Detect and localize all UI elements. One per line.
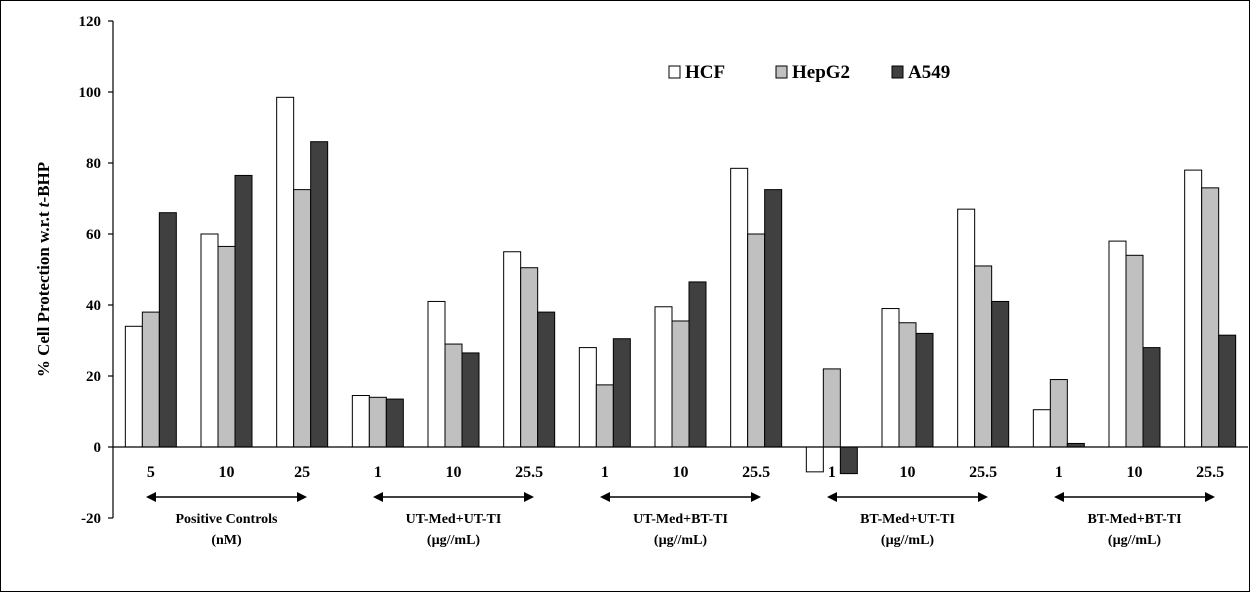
bar-hepg2-13 <box>1125 254 1144 448</box>
x-tick-label: 1 <box>1055 464 1063 481</box>
y-tick-label: 100 <box>79 85 102 101</box>
bar-hcf-5 <box>503 251 522 448</box>
bar-hepg2-14 <box>1201 187 1220 448</box>
x-tick-label: 10 <box>900 464 916 481</box>
legend-swatch-hepg2 <box>775 65 788 79</box>
group-label: BT-Med+BT-TI <box>1087 512 1181 527</box>
legend-label-hcf: HCF <box>685 62 725 83</box>
bar-hepg2-11 <box>974 265 993 448</box>
bar-a549-8 <box>764 189 783 448</box>
bar-hcf-3 <box>351 395 370 448</box>
group-unit: (µg//mL) <box>427 533 481 548</box>
bar-hepg2-12 <box>1049 379 1068 448</box>
x-tick-label: 25 <box>294 464 310 481</box>
bar-a549-5 <box>537 311 556 448</box>
legend-swatch-hcf <box>668 65 681 79</box>
y-axis-label: % Cell Protection w.r.t t-BHP <box>34 162 53 377</box>
bar-hepg2-2 <box>293 189 312 448</box>
bar-hcf-14 <box>1184 169 1203 448</box>
x-tick-label: 25.5 <box>515 464 543 481</box>
bar-a549-14 <box>1218 334 1237 448</box>
bar-hcf-12 <box>1032 409 1051 448</box>
x-tick-label: 25.5 <box>969 464 997 481</box>
bar-hcf-13 <box>1108 240 1127 448</box>
bar-hepg2-9 <box>822 368 841 448</box>
bar-a549-10 <box>915 332 934 448</box>
group-arrow-right-head <box>297 492 307 502</box>
x-tick-label: 1 <box>828 464 836 481</box>
legend-label-hepg2: HepG2 <box>792 62 850 83</box>
x-tick-label: 10 <box>1127 464 1143 481</box>
group-arrow-left-head <box>827 492 837 502</box>
bar-hcf-0 <box>124 325 143 448</box>
y-tick-label: 40 <box>86 298 101 314</box>
bar-hcf-7 <box>654 306 673 448</box>
bar-hcf-2 <box>276 96 295 448</box>
x-tick-label: 1 <box>374 464 382 481</box>
group-arrow-left-head <box>373 492 383 502</box>
bar-a549-0 <box>158 212 177 448</box>
bar-hepg2-8 <box>747 233 766 448</box>
bar-a549-2 <box>310 141 329 448</box>
bar-hepg2-7 <box>671 320 690 448</box>
x-tick-label: 25.5 <box>1196 464 1224 481</box>
bar-hcf-10 <box>881 308 900 448</box>
bar-hcf-6 <box>578 347 597 448</box>
bar-a549-7 <box>688 281 707 448</box>
group-arrow-right-head <box>524 492 534 502</box>
bar-hcf-8 <box>730 167 749 448</box>
bar-a549-11 <box>991 300 1010 448</box>
group-label: UT-Med+BT-TI <box>633 512 728 527</box>
group-unit: (µg//mL) <box>881 533 935 548</box>
bar-hcf-1 <box>200 233 219 448</box>
group-label: BT-Med+UT-TI <box>860 512 955 527</box>
bar-hepg2-4 <box>444 343 463 448</box>
x-tick-label: 10 <box>446 464 462 481</box>
bar-hepg2-10 <box>898 322 917 448</box>
group-label: UT-Med+UT-TI <box>406 512 502 527</box>
bar-hepg2-0 <box>141 311 160 448</box>
y-tick-label: 80 <box>86 156 101 172</box>
group-arrow-left-head <box>600 492 610 502</box>
bar-a549-3 <box>385 398 404 448</box>
x-tick-label: 25.5 <box>742 464 770 481</box>
bar-a549-1 <box>234 174 253 448</box>
bar-hepg2-5 <box>520 267 539 448</box>
legend-swatch-a549 <box>891 65 904 79</box>
group-arrow-left-head <box>1054 492 1064 502</box>
group-label: Positive Controls <box>175 512 278 527</box>
bar-a549-4 <box>461 352 480 448</box>
group-arrow-right-head <box>1205 492 1215 502</box>
y-tick-label: -20 <box>81 511 101 527</box>
bar-a549-13 <box>1142 347 1161 448</box>
y-tick-label: 120 <box>79 14 102 30</box>
legend-label-a549: A549 <box>908 62 950 83</box>
y-tick-label: 20 <box>86 369 101 385</box>
group-arrow-right-head <box>978 492 988 502</box>
bar-hepg2-3 <box>368 396 387 448</box>
x-tick-label: 5 <box>147 464 155 481</box>
bar-hcf-11 <box>957 208 976 448</box>
x-tick-label: 10 <box>219 464 235 481</box>
bar-hepg2-6 <box>595 384 614 448</box>
group-arrow-left-head <box>146 492 156 502</box>
group-unit: (µg//mL) <box>1108 533 1162 548</box>
x-tick-label: 1 <box>601 464 609 481</box>
x-tick-label: 10 <box>673 464 689 481</box>
bar-hcf-4 <box>427 300 446 448</box>
y-tick-label: 60 <box>86 227 101 243</box>
group-unit: (nM) <box>211 533 242 548</box>
group-arrow-right-head <box>751 492 761 502</box>
bar-hepg2-1 <box>217 245 236 448</box>
bar-hcf-9 <box>805 446 824 473</box>
bar-a549-9 <box>839 446 858 475</box>
bar-a549-6 <box>612 338 631 448</box>
group-unit: (µg//mL) <box>654 533 708 548</box>
y-tick-label: 0 <box>94 440 102 456</box>
